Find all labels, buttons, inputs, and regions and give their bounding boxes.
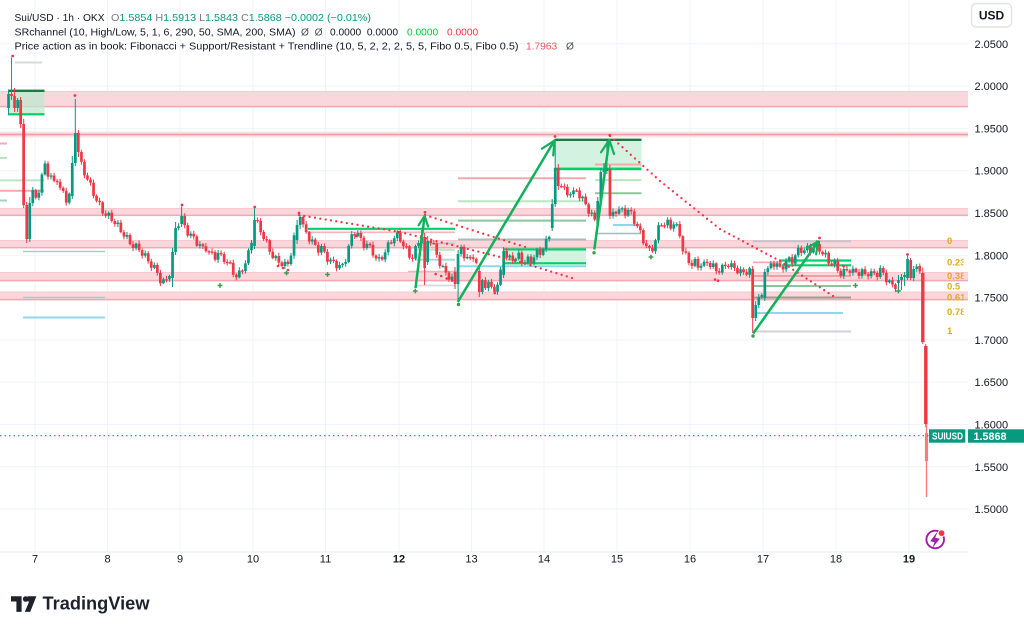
- svg-text:10: 10: [247, 554, 259, 566]
- svg-text:0.38: 0.38: [947, 271, 966, 282]
- svg-text:0.0000 0.0000: 0.0000 0.0000: [330, 27, 398, 38]
- svg-text:2.0000: 2.0000: [975, 81, 1009, 93]
- svg-text:1.5868: 1.5868: [974, 431, 1007, 443]
- svg-text:15: 15: [611, 554, 623, 566]
- svg-text:0.0000: 0.0000: [407, 27, 438, 38]
- svg-text:1.5500: 1.5500: [975, 462, 1009, 474]
- svg-text:1.7963: 1.7963: [526, 42, 557, 53]
- svg-text:1.7500: 1.7500: [975, 293, 1009, 305]
- svg-text:1: 1: [947, 326, 953, 337]
- svg-text:13: 13: [465, 554, 477, 566]
- svg-text:8: 8: [104, 554, 110, 566]
- svg-text:0.0000: 0.0000: [447, 27, 478, 38]
- svg-text:O1.5854 H1.5913 L1.5843 C1.586: O1.5854 H1.5913 L1.5843 C1.5868 −0.0002 …: [111, 13, 371, 24]
- svg-text:18: 18: [830, 554, 842, 566]
- svg-text:TradingView: TradingView: [43, 593, 151, 614]
- svg-text:0.78: 0.78: [947, 307, 966, 318]
- svg-text:1.9500: 1.9500: [975, 123, 1009, 135]
- svg-text:0.23: 0.23: [947, 258, 966, 269]
- svg-text:0.61: 0.61: [947, 293, 966, 304]
- svg-text:16: 16: [684, 554, 696, 566]
- svg-text:1.6000: 1.6000: [975, 420, 1009, 432]
- svg-text:2.0500: 2.0500: [975, 39, 1009, 51]
- svg-text:USD: USD: [979, 9, 1005, 23]
- svg-text:Price action as in book: Fibon: Price action as in book: Fibonacci + Sup…: [15, 42, 519, 53]
- svg-text:SRchannel (10, High/Low, 5, 1,: SRchannel (10, High/Low, 5, 1, 6, 290, 5…: [15, 27, 296, 38]
- svg-text:1.6500: 1.6500: [975, 377, 1009, 389]
- svg-text:9: 9: [177, 554, 183, 566]
- svg-text:1.8000: 1.8000: [975, 250, 1009, 262]
- svg-text:0.5: 0.5: [947, 282, 961, 293]
- svg-text:12: 12: [393, 554, 405, 566]
- svg-text:Ø: Ø: [566, 42, 574, 53]
- svg-text:1.5000: 1.5000: [975, 504, 1009, 516]
- svg-text:0: 0: [947, 236, 952, 247]
- svg-text:19: 19: [903, 554, 915, 566]
- svg-text:17: 17: [757, 554, 769, 566]
- svg-text:14: 14: [538, 554, 550, 566]
- svg-text:7: 7: [32, 554, 38, 566]
- svg-text:Ø Ø: Ø Ø: [301, 27, 323, 38]
- svg-text:1.9000: 1.9000: [975, 166, 1009, 178]
- svg-text:11: 11: [320, 554, 331, 566]
- svg-text:1.8500: 1.8500: [975, 208, 1009, 220]
- svg-text:SUIUSD: SUIUSD: [932, 431, 963, 443]
- svg-text:1.7000: 1.7000: [975, 335, 1009, 347]
- svg-text:Sui/USD · 1h · OKX: Sui/USD · 1h · OKX: [15, 13, 105, 24]
